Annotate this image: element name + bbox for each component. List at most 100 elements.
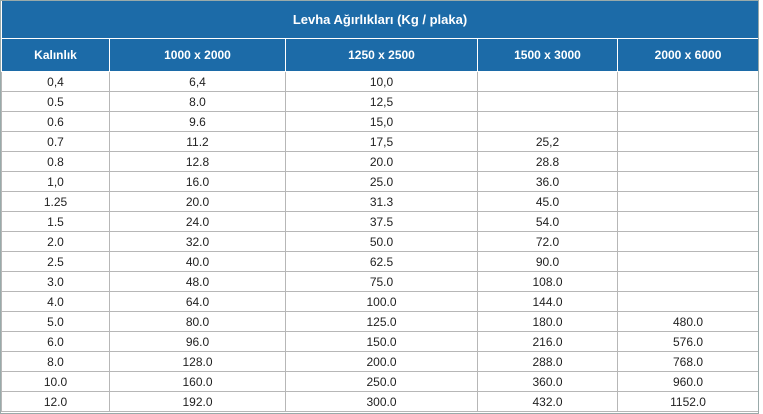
cell: 64.0 xyxy=(109,291,286,312)
cell: 480.0 xyxy=(616,311,758,332)
cell: 25,2 xyxy=(477,131,618,152)
empty-cell xyxy=(616,71,758,92)
cell: 0.5 xyxy=(1,91,110,112)
cell: 48.0 xyxy=(109,271,286,292)
data-row: 6.0 96.0 150.0 216.0 576.0 xyxy=(1,331,758,352)
data-row: 0.7 11.2 17,5 25,2 xyxy=(1,131,758,152)
cell: 250.0 xyxy=(285,371,478,392)
cell: 1.25 xyxy=(1,191,110,212)
cell: 768.0 xyxy=(616,351,758,372)
cell: 28.8 xyxy=(477,151,618,172)
data-row: 0.5 8.0 12,5 xyxy=(1,91,758,112)
cell: 37.5 xyxy=(285,211,478,232)
cell: 4.0 xyxy=(1,291,110,312)
data-row: 12.0 192.0 300.0 432.0 1152.0 xyxy=(1,391,758,412)
header-row: Kalınlık 1000 x 2000 1250 x 2500 1500 x 300… xyxy=(1,38,758,72)
data-row: 0.8 12.8 20.0 28.8 xyxy=(1,151,758,172)
cell: 300.0 xyxy=(285,391,478,412)
empty-cell xyxy=(616,291,758,312)
cell: 12.8 xyxy=(109,151,286,172)
column-header: 1250 x 2500 xyxy=(285,38,478,72)
data-row: 2.0 32.0 50.0 72.0 xyxy=(1,231,758,252)
cell: 2.5 xyxy=(1,251,110,272)
empty-cell xyxy=(616,231,758,252)
data-row: 10.0 160.0 250.0 360.0 960.0 xyxy=(1,371,758,392)
column-header: 2000 x 6000 xyxy=(616,38,758,72)
cell: 2.0 xyxy=(1,231,110,252)
cell: 0.7 xyxy=(1,131,110,152)
data-row: 1.25 20.0 31.3 45.0 xyxy=(1,191,758,212)
cell: 128.0 xyxy=(109,351,286,372)
data-row: 8.0 128.0 200.0 288.0 768.0 xyxy=(1,351,758,372)
cell: 200.0 xyxy=(285,351,478,372)
cell: 25.0 xyxy=(285,171,478,192)
cell: 0,4 xyxy=(1,71,110,92)
cell: 5.0 xyxy=(1,311,110,332)
cell: 10.0 xyxy=(1,371,110,392)
column-header: Kalınlık xyxy=(1,38,110,72)
cell: 40.0 xyxy=(109,251,286,272)
data-row: 5.0 80.0 125.0 180.0 480.0 xyxy=(1,311,758,332)
empty-cell xyxy=(477,71,618,92)
cell: 360.0 xyxy=(477,371,618,392)
cell: 62.5 xyxy=(285,251,478,272)
cell: 17,5 xyxy=(285,131,478,152)
cell: 1.5 xyxy=(1,211,110,232)
cell: 9.6 xyxy=(109,111,286,132)
cell: 576.0 xyxy=(616,331,758,352)
cell: 8.0 xyxy=(1,351,110,372)
data-row: 2.5 40.0 62.5 90.0 xyxy=(1,251,758,272)
cell: 216.0 xyxy=(477,331,618,352)
data-row: 1,0 16.0 25.0 36.0 xyxy=(1,171,758,192)
data-row: 0.6 9.6 15,0 xyxy=(1,111,758,132)
cell: 16.0 xyxy=(109,171,286,192)
cell: 100.0 xyxy=(285,291,478,312)
cell: 288.0 xyxy=(477,351,618,372)
cell: 72.0 xyxy=(477,231,618,252)
empty-cell xyxy=(616,271,758,292)
cell: 36.0 xyxy=(477,171,618,192)
column-header: 1500 x 3000 xyxy=(477,38,618,72)
title-row: Levha Ağırlıkları (Kg / plaka) xyxy=(1,1,758,39)
cell: 1,0 xyxy=(1,171,110,192)
empty-cell xyxy=(616,171,758,192)
cell: 12.0 xyxy=(1,391,110,412)
cell: 45.0 xyxy=(477,191,618,212)
cell: 20.0 xyxy=(285,151,478,172)
cell: 6.0 xyxy=(1,331,110,352)
cell: 20.0 xyxy=(109,191,286,212)
cell: 80.0 xyxy=(109,311,286,332)
cell: 6,4 xyxy=(109,71,286,92)
cell: 12,5 xyxy=(285,91,478,112)
empty-cell xyxy=(477,91,618,112)
cell: 192.0 xyxy=(109,391,286,412)
data-row: 0,4 6,4 10,0 xyxy=(1,71,758,92)
data-row: 3.0 48.0 75.0 108.0 xyxy=(1,271,758,292)
cell: 32.0 xyxy=(109,231,286,252)
cell: 11.2 xyxy=(109,131,286,152)
cell: 50.0 xyxy=(285,231,478,252)
empty-cell xyxy=(616,91,758,112)
cell: 108.0 xyxy=(477,271,618,292)
cell: 90.0 xyxy=(477,251,618,272)
data-row: 1.5 24.0 37.5 54.0 xyxy=(1,211,758,232)
column-header: 1000 x 2000 xyxy=(109,38,286,72)
cell: 125.0 xyxy=(285,311,478,332)
empty-cell xyxy=(477,111,618,132)
cell: 8.0 xyxy=(109,91,286,112)
cell: 54.0 xyxy=(477,211,618,232)
cell: 160.0 xyxy=(109,371,286,392)
cell: 960.0 xyxy=(616,371,758,392)
empty-cell xyxy=(616,211,758,232)
empty-cell xyxy=(616,191,758,212)
cell: 75.0 xyxy=(285,271,478,292)
cell: 31.3 xyxy=(285,191,478,212)
data-row: 4.0 64.0 100.0 144.0 xyxy=(1,291,758,312)
cell: 0.6 xyxy=(1,111,110,132)
cell: 432.0 xyxy=(477,391,618,412)
empty-cell xyxy=(616,151,758,172)
cell: 10,0 xyxy=(285,71,478,92)
empty-cell xyxy=(616,251,758,272)
